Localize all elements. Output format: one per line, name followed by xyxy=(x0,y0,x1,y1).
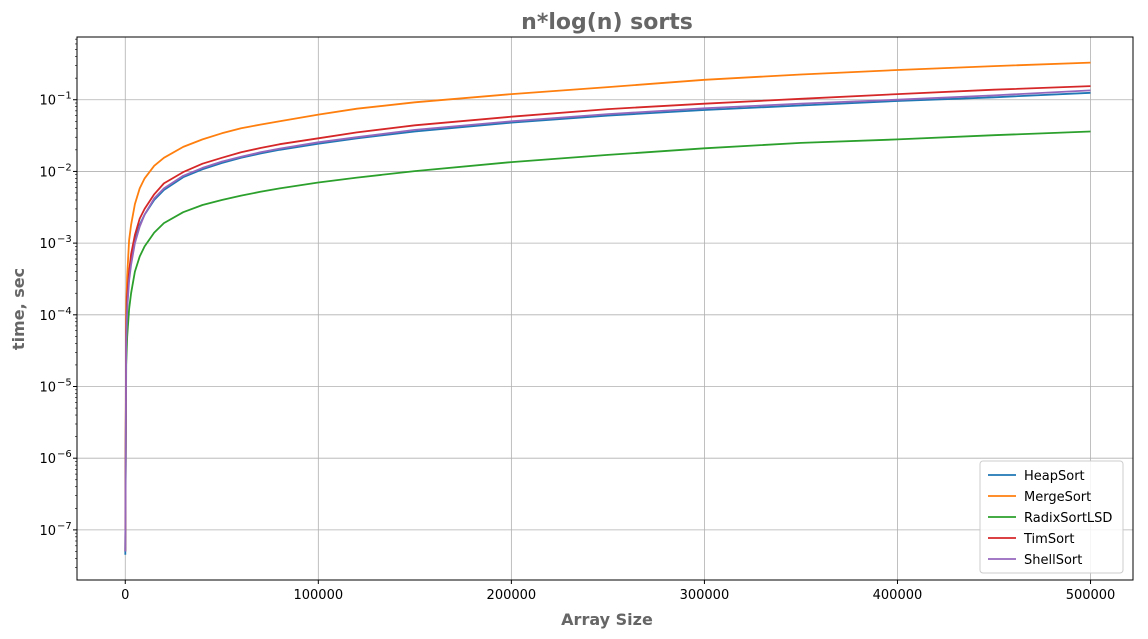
y-axis: 10−710−610−510−410−310−210−1 xyxy=(39,38,77,568)
chart-title: n*log(n) sorts xyxy=(521,10,693,35)
y-tick-exponent: −7 xyxy=(57,521,72,532)
x-tick-label: 100000 xyxy=(293,588,343,603)
y-tick-exponent: −5 xyxy=(57,378,72,389)
y-tick-label: 10 xyxy=(39,452,56,467)
x-tick-label: 0 xyxy=(121,588,129,603)
y-axis-label: time, sec xyxy=(9,268,28,350)
x-axis-label: Array Size xyxy=(561,610,653,629)
y-tick-exponent: −4 xyxy=(57,306,72,317)
y-tick-exponent: −1 xyxy=(57,91,72,102)
legend-label: MergeSort xyxy=(1024,490,1091,505)
y-tick-exponent: −3 xyxy=(57,234,72,245)
series-line-radixsortlsd xyxy=(124,130,1091,552)
plot-frame xyxy=(76,36,1134,581)
legend-label: RadixSortLSD xyxy=(1024,511,1112,526)
series-line-mergesort xyxy=(124,61,1091,530)
x-tick-label: 500000 xyxy=(1066,588,1116,603)
series-line-shellsort xyxy=(124,89,1091,552)
x-tick-label: 400000 xyxy=(873,588,923,603)
legend: HeapSort MergeSort RadixSortLSD TimSort Shel… xyxy=(979,460,1124,574)
x-tick-label: 200000 xyxy=(487,588,537,603)
legend-box xyxy=(979,460,1124,574)
legend-label: TimSort xyxy=(1023,532,1074,547)
series-layer xyxy=(124,61,1091,555)
grid xyxy=(77,37,1133,580)
y-tick-exponent: −6 xyxy=(57,449,72,460)
y-tick-label: 10 xyxy=(39,381,56,396)
y-tick-label: 10 xyxy=(39,165,56,180)
legend-label: HeapSort xyxy=(1024,469,1085,484)
y-tick-label: 10 xyxy=(39,309,56,324)
y-tick-label: 10 xyxy=(39,94,56,109)
x-axis: 0 100000 200000 300000 400000 500000 xyxy=(121,580,1115,603)
y-tick-exponent: −2 xyxy=(57,162,72,173)
y-tick-label: 10 xyxy=(39,524,56,539)
series-line-timsort xyxy=(124,85,1091,552)
legend-label: ShellSort xyxy=(1024,553,1082,568)
x-tick-label: 300000 xyxy=(680,588,730,603)
y-tick-label: 10 xyxy=(39,237,56,252)
